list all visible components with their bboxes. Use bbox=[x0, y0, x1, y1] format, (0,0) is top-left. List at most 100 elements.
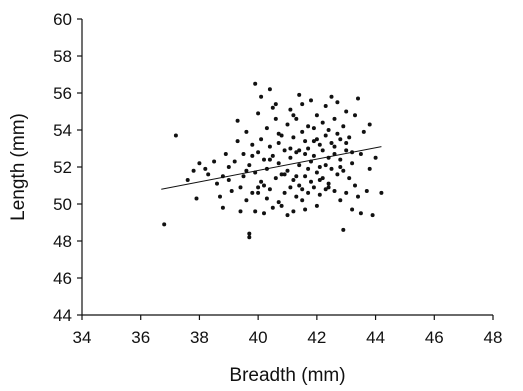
data-point bbox=[247, 231, 252, 236]
data-point bbox=[367, 166, 372, 171]
data-point bbox=[306, 146, 311, 151]
data-point bbox=[262, 183, 266, 188]
data-point bbox=[197, 161, 202, 166]
data-point bbox=[341, 124, 346, 129]
data-point bbox=[350, 161, 355, 166]
data-point bbox=[356, 96, 360, 101]
data-point bbox=[309, 98, 313, 103]
data-point bbox=[306, 166, 311, 171]
data-point bbox=[291, 178, 296, 182]
data-point bbox=[323, 133, 328, 138]
data-point bbox=[226, 165, 231, 169]
data-point bbox=[344, 148, 349, 153]
data-point bbox=[241, 152, 246, 156]
data-point bbox=[256, 185, 261, 190]
data-point bbox=[212, 159, 217, 164]
data-point bbox=[244, 168, 249, 173]
data-point bbox=[288, 107, 293, 112]
data-point bbox=[185, 178, 190, 182]
data-point bbox=[256, 150, 261, 155]
data-point bbox=[335, 100, 340, 105]
data-point bbox=[288, 155, 293, 160]
data-point bbox=[194, 196, 199, 201]
data-point bbox=[309, 179, 313, 184]
data-point bbox=[338, 165, 343, 169]
data-point bbox=[264, 126, 269, 131]
data-point bbox=[244, 198, 249, 203]
y-axis-title: Length (mm) bbox=[8, 113, 29, 221]
data-point bbox=[367, 122, 372, 127]
data-point bbox=[253, 81, 258, 86]
data-point bbox=[256, 190, 261, 195]
data-point bbox=[341, 227, 346, 232]
data-point bbox=[276, 161, 281, 166]
data-point bbox=[329, 94, 334, 99]
data-point bbox=[326, 181, 331, 186]
data-point bbox=[191, 168, 196, 173]
data-point bbox=[332, 144, 337, 149]
data-point bbox=[326, 185, 331, 190]
data-point bbox=[232, 159, 237, 164]
data-point bbox=[317, 142, 322, 147]
data-point bbox=[320, 176, 325, 181]
data-point bbox=[288, 146, 293, 151]
data-point bbox=[235, 139, 240, 144]
data-point bbox=[162, 222, 167, 227]
data-point bbox=[297, 183, 302, 188]
data-point bbox=[256, 111, 261, 116]
data-point bbox=[317, 165, 322, 169]
y-tick-label: 52 bbox=[53, 158, 72, 177]
data-point bbox=[303, 174, 308, 179]
data-point bbox=[306, 190, 311, 195]
data-point bbox=[338, 198, 343, 203]
data-point bbox=[276, 200, 281, 205]
y-tick-label: 48 bbox=[53, 232, 72, 251]
data-point bbox=[285, 213, 290, 218]
data-point bbox=[270, 153, 275, 158]
data-point bbox=[279, 172, 284, 177]
data-point bbox=[270, 105, 275, 110]
y-axis-ticks bbox=[77, 18, 82, 316]
x-tick-label: 36 bbox=[131, 328, 150, 347]
data-point bbox=[326, 128, 331, 132]
x-tick-label: 40 bbox=[249, 328, 268, 347]
data-point bbox=[358, 211, 363, 216]
data-point bbox=[291, 113, 296, 118]
data-point bbox=[317, 192, 322, 197]
data-point bbox=[353, 183, 357, 188]
data-point bbox=[379, 190, 384, 195]
data-point bbox=[311, 139, 316, 144]
data-point bbox=[344, 109, 349, 114]
data-point bbox=[220, 205, 225, 210]
data-point bbox=[250, 190, 255, 195]
data-point bbox=[300, 187, 305, 192]
data-point bbox=[356, 194, 360, 199]
data-point bbox=[329, 166, 334, 171]
data-point bbox=[273, 176, 278, 181]
data-point bbox=[235, 118, 240, 123]
data-point bbox=[285, 168, 290, 173]
x-tick-label: 48 bbox=[484, 328, 503, 347]
data-point bbox=[288, 185, 293, 190]
data-point bbox=[370, 213, 375, 218]
data-point bbox=[267, 157, 272, 162]
data-point bbox=[238, 209, 243, 214]
data-point bbox=[291, 209, 296, 214]
data-point bbox=[311, 153, 316, 158]
data-point bbox=[320, 148, 325, 153]
data-point bbox=[320, 120, 325, 125]
data-point bbox=[294, 174, 299, 179]
data-point bbox=[329, 141, 334, 145]
x-axis-title: Breadth (mm) bbox=[229, 365, 345, 386]
data-point bbox=[306, 124, 311, 129]
y-tick-label: 54 bbox=[53, 121, 72, 140]
data-point bbox=[341, 168, 346, 173]
data-point bbox=[353, 113, 357, 118]
data-point bbox=[291, 135, 296, 140]
data-point bbox=[314, 170, 319, 175]
data-point bbox=[279, 203, 284, 208]
data-point bbox=[203, 166, 208, 171]
data-point bbox=[297, 148, 302, 153]
y-tick-label: 50 bbox=[53, 195, 72, 214]
data-point bbox=[267, 187, 272, 192]
